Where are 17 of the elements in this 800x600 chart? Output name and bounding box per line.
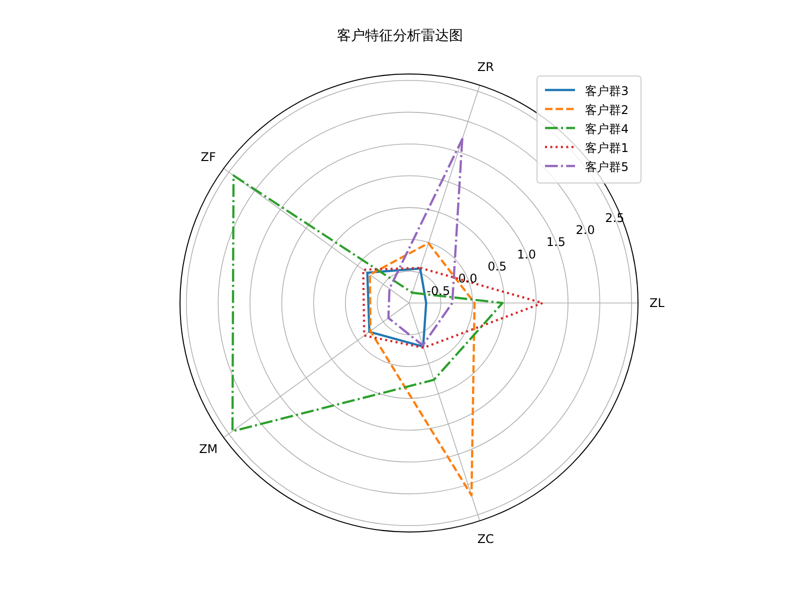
legend-label: 客户群4 xyxy=(585,122,629,136)
spoke-label: ZL xyxy=(650,296,665,310)
legend-label: 客户群2 xyxy=(585,103,629,117)
chart-title: 客户特征分析雷达图 xyxy=(337,28,463,44)
y-tick-label: 2.0 xyxy=(576,222,595,237)
legend-label: 客户群1 xyxy=(585,141,629,155)
spoke-label: ZR xyxy=(477,60,494,74)
y-tick-label: 0.0 xyxy=(458,272,478,286)
spoke-label: ZM xyxy=(199,442,218,456)
y-tick-label: -0.5 xyxy=(426,284,450,298)
legend-label: 客户群5 xyxy=(585,160,629,174)
spoke-label: ZF xyxy=(200,150,216,164)
y-tick-label: 1.0 xyxy=(516,247,536,262)
legend-label: 客户群3 xyxy=(585,84,629,98)
spoke-label: ZC xyxy=(477,532,494,546)
y-tick-label: 1.5 xyxy=(546,235,566,250)
y-tick-label: 0.5 xyxy=(488,259,507,274)
